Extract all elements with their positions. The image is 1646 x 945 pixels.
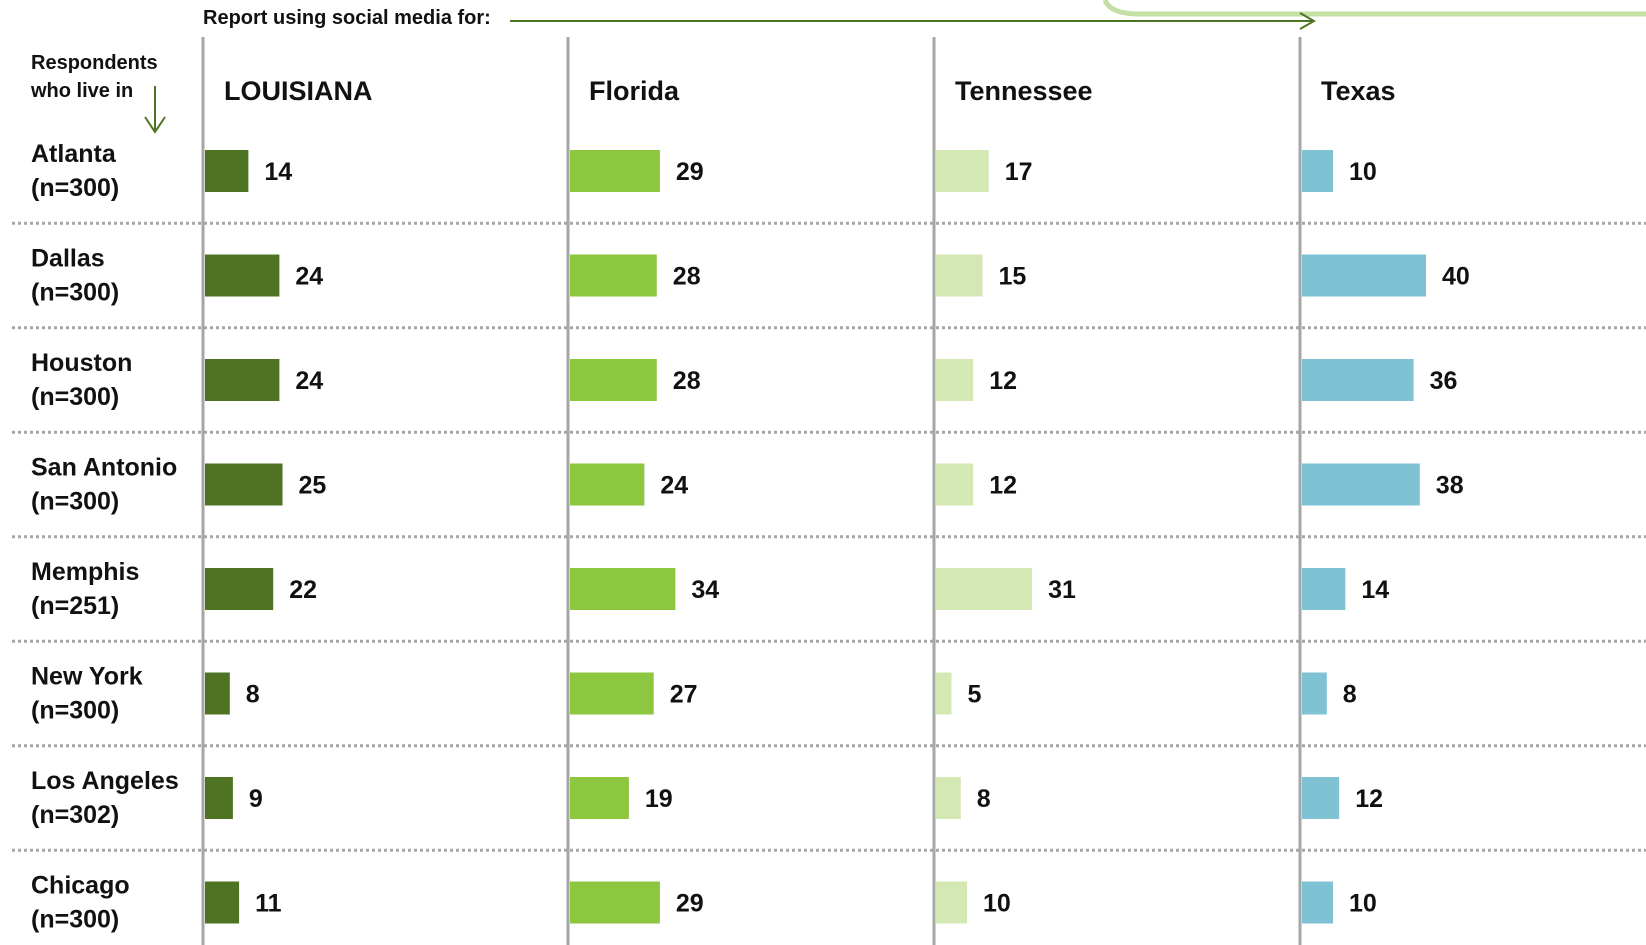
bar-texas-san-antonio xyxy=(1302,463,1420,506)
bar-louisiana-houston xyxy=(205,359,280,401)
data-label-texas-memphis: 14 xyxy=(1361,576,1389,604)
bar-florida-chicago xyxy=(570,881,660,924)
report-label: Report using social media for: xyxy=(203,7,491,29)
data-label-louisiana-san-antonio: 25 xyxy=(299,472,327,500)
chart-decorations: Report using social media for: Responden… xyxy=(30,0,1646,134)
bar-tennessee-dallas xyxy=(936,254,983,297)
bar-florida-dallas xyxy=(570,254,657,297)
bar-texas-new-york xyxy=(1302,672,1327,715)
panel-title-texas: Texas xyxy=(1321,76,1396,106)
bar-texas-chicago xyxy=(1302,881,1333,924)
header-arrow-head xyxy=(1299,12,1317,30)
data-label-tennessee-dallas: 15 xyxy=(999,263,1027,291)
data-label-louisiana-memphis: 22 xyxy=(289,576,317,604)
bar-texas-memphis xyxy=(1302,568,1346,610)
bar-louisiana-atlanta xyxy=(205,150,249,192)
bar-louisiana-chicago xyxy=(205,881,240,924)
panel-axes xyxy=(201,37,1302,945)
bar-florida-houston xyxy=(570,359,657,401)
row-sample-size-memphis: (n=251) xyxy=(31,592,119,620)
panel-titles: LOUISIANA Florida Tennessee Texas xyxy=(224,76,1396,106)
bar-texas-dallas xyxy=(1302,254,1426,297)
data-label-florida-los-angeles: 19 xyxy=(645,785,673,813)
row-separators xyxy=(12,221,1646,852)
bar-tennessee-los-angeles xyxy=(936,777,961,819)
panel-title-louisiana: LOUISIANA xyxy=(224,76,373,106)
row-label-atlanta: Atlanta xyxy=(31,140,117,168)
bar-florida-los-angeles xyxy=(570,777,629,819)
data-label-tennessee-houston: 12 xyxy=(989,367,1017,395)
data-label-tennessee-san-antonio: 12 xyxy=(989,472,1017,500)
bar-texas-atlanta xyxy=(1302,150,1333,192)
bar-tennessee-chicago xyxy=(936,881,967,924)
row-sample-size-new-york: (n=300) xyxy=(31,697,119,725)
data-label-texas-san-antonio: 38 xyxy=(1436,472,1464,500)
data-label-louisiana-atlanta: 14 xyxy=(264,158,292,186)
bar-tennessee-san-antonio xyxy=(936,463,974,506)
respondents-label-line1: Respondents xyxy=(31,52,158,74)
bar-texas-houston xyxy=(1302,359,1414,401)
bar-louisiana-los-angeles xyxy=(205,777,233,819)
bar-louisiana-memphis xyxy=(205,568,274,610)
row-sample-size-los-angeles: (n=302) xyxy=(31,801,119,829)
data-label-louisiana-new-york: 8 xyxy=(246,681,260,709)
row-label-houston: Houston xyxy=(31,349,132,377)
bar-louisiana-dallas xyxy=(205,254,280,297)
row-sample-size-atlanta: (n=300) xyxy=(31,174,119,202)
respondents-label-line2: who live in xyxy=(30,80,133,102)
row-label-dallas: Dallas xyxy=(31,245,105,273)
data-label-texas-new-york: 8 xyxy=(1343,681,1357,709)
bar-florida-new-york xyxy=(570,672,654,715)
row-label-san-antonio: San Antonio xyxy=(31,454,177,482)
data-label-texas-dallas: 40 xyxy=(1442,263,1470,291)
row-sample-size-san-antonio: (n=300) xyxy=(31,488,119,516)
data-label-tennessee-atlanta: 17 xyxy=(1005,158,1033,186)
data-label-louisiana-chicago: 11 xyxy=(255,890,282,918)
row-labels: Atlanta (n=300) Dallas (n=300) Houston (n=300… xyxy=(31,140,179,934)
data-label-texas-atlanta: 10 xyxy=(1349,158,1377,186)
panel-title-tennessee: Tennessee xyxy=(955,76,1093,106)
bar-louisiana-new-york xyxy=(205,672,230,715)
data-label-texas-houston: 36 xyxy=(1430,367,1458,395)
data-label-tennessee-los-angeles: 8 xyxy=(977,785,991,813)
bar-florida-san-antonio xyxy=(570,463,645,506)
bar-florida-memphis xyxy=(570,568,676,610)
header-bracket-curve xyxy=(1102,0,1646,17)
data-label-texas-chicago: 10 xyxy=(1349,890,1377,918)
data-label-tennessee-memphis: 31 xyxy=(1048,576,1076,604)
row-label-memphis: Memphis xyxy=(31,558,139,586)
respondents-arrow-head xyxy=(144,116,166,134)
data-label-louisiana-los-angeles: 9 xyxy=(249,785,263,813)
bar-florida-atlanta xyxy=(570,150,660,192)
row-label-chicago: Chicago xyxy=(31,872,130,900)
data-label-florida-houston: 28 xyxy=(673,367,701,395)
row-sample-size-dallas: (n=300) xyxy=(31,279,119,307)
row-sample-size-houston: (n=300) xyxy=(31,383,119,411)
data-label-florida-new-york: 27 xyxy=(670,681,698,709)
data-label-tennessee-new-york: 5 xyxy=(968,681,982,709)
row-label-los-angeles: Los Angeles xyxy=(31,767,179,795)
row-sample-size-chicago: (n=300) xyxy=(31,906,119,934)
data-label-texas-los-angeles: 12 xyxy=(1355,785,1383,813)
data-label-florida-memphis: 34 xyxy=(691,576,719,604)
data-label-florida-atlanta: 29 xyxy=(676,158,704,186)
data-label-florida-san-antonio: 24 xyxy=(660,472,688,500)
data-label-louisiana-dallas: 24 xyxy=(295,263,323,291)
data-label-florida-chicago: 29 xyxy=(676,890,704,918)
bar-tennessee-houston xyxy=(936,359,974,401)
bar-tennessee-new-york xyxy=(936,672,952,715)
panel-title-florida: Florida xyxy=(589,76,680,106)
data-label-louisiana-houston: 24 xyxy=(295,367,323,395)
bar-texas-los-angeles xyxy=(1302,777,1340,819)
bar-tennessee-memphis xyxy=(936,568,1033,610)
bar-tennessee-atlanta xyxy=(936,150,989,192)
data-label-tennessee-chicago: 10 xyxy=(983,890,1011,918)
data-label-florida-dallas: 28 xyxy=(673,263,701,291)
row-label-new-york: New York xyxy=(31,663,143,691)
bars: 14 24 24 25 22 8 9 11 29 28 28 24 34 27 19 29 17 15 12 12 31… xyxy=(205,150,1470,924)
bar-louisiana-san-antonio xyxy=(205,463,283,506)
